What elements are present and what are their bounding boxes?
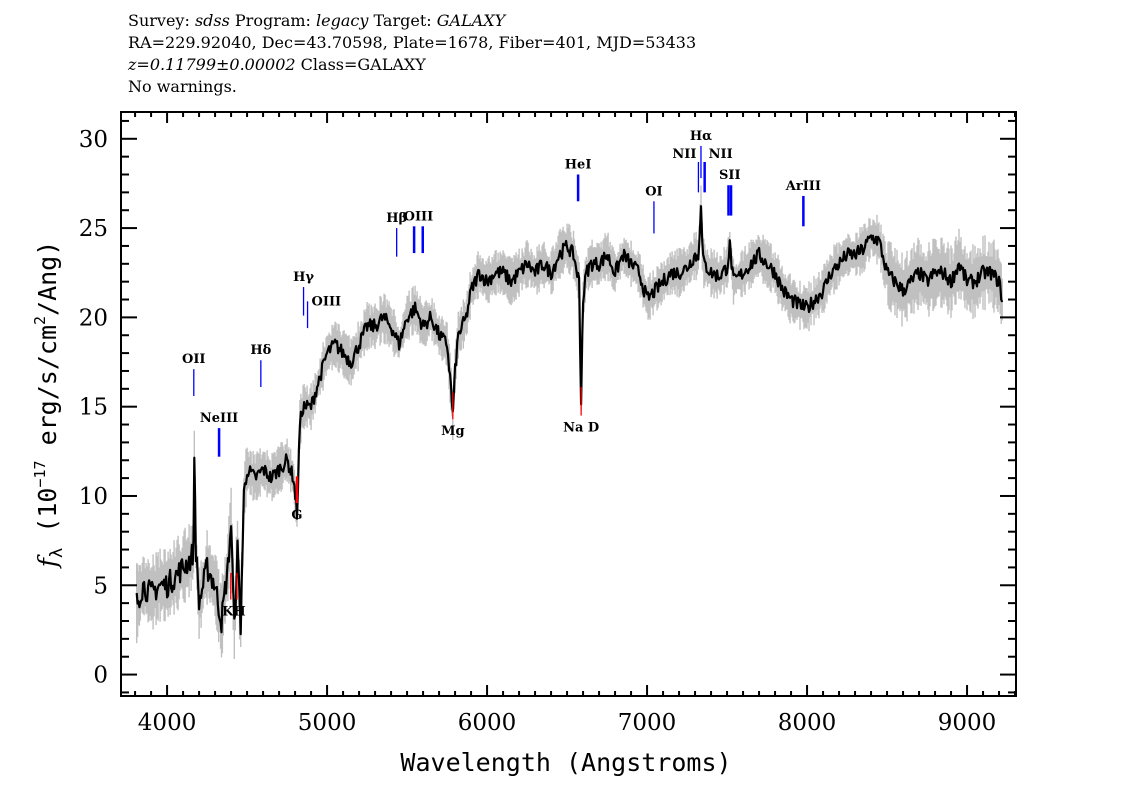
y-tick-label: 0 xyxy=(93,663,108,689)
line-label: Na D xyxy=(563,421,599,436)
x-tick-label: 6000 xyxy=(458,710,517,736)
line-label: NII xyxy=(672,147,696,162)
line-label: OIII xyxy=(312,294,342,309)
line-label: Mg xyxy=(441,424,464,439)
line-label: OI xyxy=(645,184,662,199)
flux-line xyxy=(135,205,1004,636)
header-redshift-line: z=0.11799±0.00002 Class=GALAXY xyxy=(128,54,696,76)
y-tick-label: 30 xyxy=(79,127,108,153)
line-label: OII xyxy=(182,352,206,367)
header-part: sdss xyxy=(194,11,230,30)
header-coordinates-line: RA=229.92040, Dec=43.70598, Plate=1678, … xyxy=(128,33,697,52)
x-tick-label: 4000 xyxy=(138,710,197,736)
y-tick-label: 10 xyxy=(79,484,108,510)
class-value: Class=GALAXY xyxy=(295,55,426,74)
spectrum-header: Survey: sdss Program: legacy Target: GAL… xyxy=(128,10,696,98)
y-tick-label: 25 xyxy=(79,216,108,242)
x-tick-label: 5000 xyxy=(298,710,357,736)
axes: 4000 5000 6000 7000 8000 9000 0 5 10 15 20 25 30 xyxy=(79,111,1017,736)
header-part: Program: xyxy=(229,11,317,30)
x-tick-label: 7000 xyxy=(618,710,677,736)
y-axis-title: fλ (10−17 erg/s/cm2/Ang) xyxy=(31,241,67,570)
line-label: Hγ xyxy=(293,270,314,285)
line-label: Hδ xyxy=(250,343,271,358)
line-label: HeI xyxy=(565,158,592,173)
line-label: KH xyxy=(222,605,246,620)
header-part: legacy xyxy=(316,11,369,30)
header-part: Target: xyxy=(368,11,437,30)
x-tick-label: 9000 xyxy=(938,710,997,736)
header-survey-line: Survey: sdss Program: legacy Target: GAL… xyxy=(128,10,696,32)
header-part: Survey: xyxy=(128,11,195,30)
header-part: GALAXY xyxy=(436,11,506,30)
line-label: NeIII xyxy=(200,411,238,426)
redshift-value: z=0.11799±0.00002 xyxy=(128,55,296,74)
y-tick-label: 5 xyxy=(93,573,108,599)
y-tick-label: 20 xyxy=(79,305,108,331)
line-label: Hα xyxy=(690,129,712,144)
line-label: NII xyxy=(709,147,733,162)
x-tick-label: 8000 xyxy=(778,710,837,736)
line-label: OIII xyxy=(404,209,434,224)
line-label: Hβ xyxy=(386,211,407,226)
x-axis-title: Wavelength (Angstroms) xyxy=(400,748,731,777)
y-tick-label: 15 xyxy=(79,395,108,421)
line-label: G xyxy=(291,508,302,523)
line-label: SII xyxy=(719,168,741,183)
spectrum-series xyxy=(135,185,1004,659)
plot-frame xyxy=(120,111,1017,697)
line-label: ArIII xyxy=(785,179,821,194)
header-warnings-line: No warnings. xyxy=(128,77,237,96)
